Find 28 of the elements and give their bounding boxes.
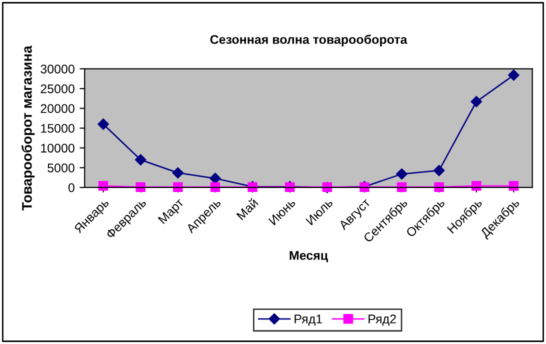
y-tick-label: 20000 — [40, 104, 74, 114]
point — [210, 172, 221, 184]
point — [396, 168, 408, 180]
point — [434, 182, 444, 192]
legend-label: Ряд1 — [294, 314, 322, 326]
point — [508, 181, 519, 191]
y-tick-label: 15000 — [41, 124, 74, 133]
point — [173, 182, 183, 192]
point — [433, 164, 445, 176]
point — [136, 182, 146, 192]
point — [210, 182, 220, 192]
chart-title: Сезонная волна товарооборота — [210, 34, 408, 46]
point — [470, 96, 482, 108]
point — [172, 167, 184, 178]
legend-label: Ряд2 — [368, 314, 396, 326]
point — [508, 70, 520, 81]
y-tick-label: 0 — [68, 183, 74, 192]
point — [472, 181, 482, 191]
x-axis-title: Месяц — [290, 251, 328, 262]
y-axis-title: Товарооборот магазина — [22, 46, 35, 210]
y-tick-label: 25000 — [40, 84, 74, 94]
y-tick-label: 30000 — [40, 64, 74, 74]
y-tick-label: 5000 — [48, 164, 74, 172]
y-tick-label: 10000 — [41, 144, 74, 153]
point — [396, 182, 407, 192]
point — [98, 181, 108, 191]
point — [98, 118, 109, 130]
point — [134, 154, 146, 166]
